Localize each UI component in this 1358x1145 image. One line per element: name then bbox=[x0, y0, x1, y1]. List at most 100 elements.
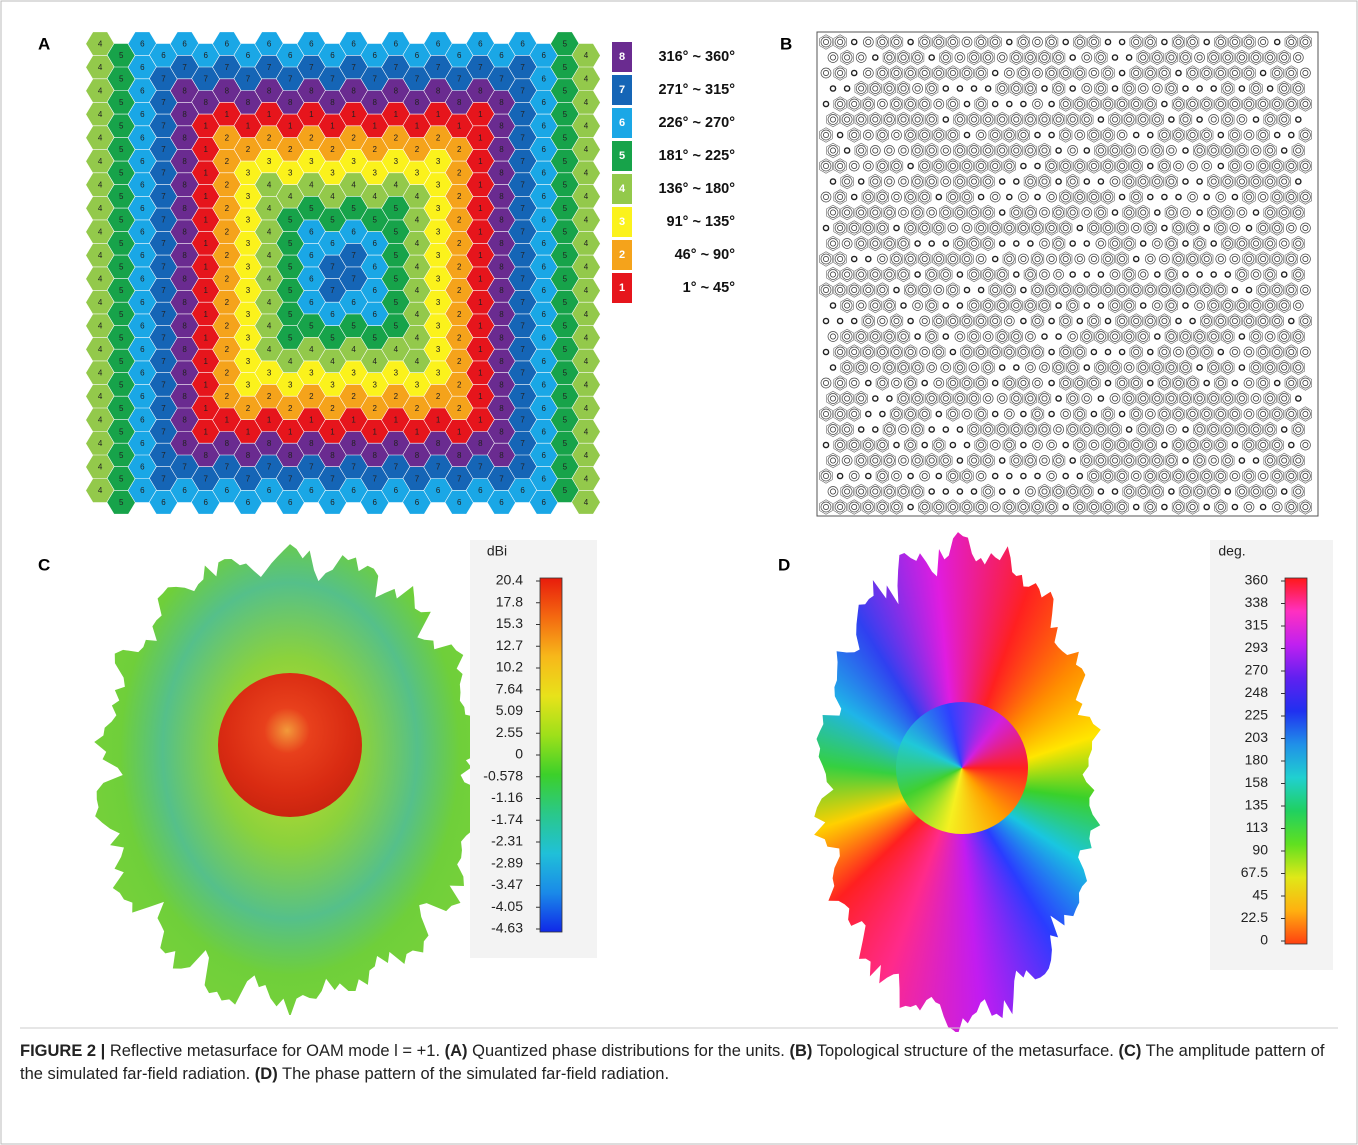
cell-level: 2 bbox=[225, 345, 230, 354]
cell-level: 3 bbox=[267, 157, 272, 166]
cell-level: 4 bbox=[584, 498, 589, 507]
legend-level: 5 bbox=[619, 150, 625, 162]
cell-level: 7 bbox=[520, 227, 525, 236]
cell-level: 5 bbox=[309, 204, 314, 213]
colorbar-label: 0 bbox=[515, 746, 523, 762]
cell-level: 4 bbox=[415, 357, 420, 366]
cell-level: 5 bbox=[563, 251, 568, 260]
cell-level: 3 bbox=[415, 169, 420, 178]
cell-level: 6 bbox=[140, 251, 145, 260]
cell-level: 3 bbox=[372, 380, 377, 389]
cell-level: 5 bbox=[563, 39, 568, 48]
cell-level: 5 bbox=[309, 322, 314, 331]
panel-label: A bbox=[38, 34, 50, 53]
cell-level: 8 bbox=[182, 392, 187, 401]
cell-level: 1 bbox=[225, 110, 230, 119]
cell-level: 8 bbox=[182, 251, 187, 260]
cell-level: 3 bbox=[246, 216, 251, 225]
cell-level: 8 bbox=[351, 439, 356, 448]
cell-level: 6 bbox=[394, 39, 399, 48]
cell-level: 5 bbox=[288, 333, 293, 342]
cell-level: 7 bbox=[182, 63, 187, 72]
cell-level: 1 bbox=[330, 427, 335, 436]
cell-level: 6 bbox=[478, 39, 483, 48]
cell-level: 5 bbox=[119, 239, 124, 248]
colorbar-label: 225 bbox=[1245, 707, 1269, 723]
cell-level: 7 bbox=[161, 474, 166, 483]
cell-level: 4 bbox=[267, 322, 272, 331]
cell-level: 5 bbox=[563, 345, 568, 354]
cell-level: 5 bbox=[394, 298, 399, 307]
colorbar-label: 270 bbox=[1245, 662, 1269, 678]
cell-level: 8 bbox=[182, 298, 187, 307]
cell-level: 3 bbox=[436, 369, 441, 378]
panel-label: D bbox=[778, 555, 790, 574]
colorbar-label: 12.7 bbox=[496, 637, 523, 653]
colorbar-unit: deg. bbox=[1218, 543, 1245, 559]
caption-label: FIGURE 2 | bbox=[20, 1042, 105, 1060]
cell-level: 3 bbox=[246, 192, 251, 201]
cell-level: 1 bbox=[415, 122, 420, 131]
cell-level: 6 bbox=[309, 298, 314, 307]
cell-level: 3 bbox=[246, 239, 251, 248]
cell-level: 8 bbox=[499, 263, 504, 272]
caption-tag: (B) bbox=[790, 1042, 813, 1060]
cell-level: 6 bbox=[394, 486, 399, 495]
cell-level: 6 bbox=[140, 486, 145, 495]
cell-level: 6 bbox=[499, 498, 504, 507]
cell-level: 8 bbox=[182, 322, 187, 331]
cell-level: 8 bbox=[436, 86, 441, 95]
cell-level: 6 bbox=[309, 486, 314, 495]
colorbar-label: 22.5 bbox=[1241, 909, 1268, 925]
cell-level: 6 bbox=[457, 51, 462, 60]
cell-level: 5 bbox=[563, 227, 568, 236]
legend-range: 271° ~ 315° bbox=[658, 82, 735, 98]
cell-level: 6 bbox=[351, 39, 356, 48]
cell-level: 1 bbox=[478, 157, 483, 166]
legend-range: 1° ~ 45° bbox=[683, 280, 736, 296]
cell-level: 8 bbox=[372, 451, 377, 460]
cell-level: 1 bbox=[203, 263, 208, 272]
cell-level: 6 bbox=[288, 51, 293, 60]
cell-level: 6 bbox=[309, 39, 314, 48]
cell-level: 8 bbox=[182, 369, 187, 378]
cell-level: 7 bbox=[520, 157, 525, 166]
cell-level: 7 bbox=[394, 63, 399, 72]
cell-level: 4 bbox=[267, 227, 272, 236]
cell-level: 7 bbox=[161, 380, 166, 389]
cell-level: 5 bbox=[288, 263, 293, 272]
cell-level: 6 bbox=[330, 239, 335, 248]
colorbar-label: -4.63 bbox=[491, 920, 523, 936]
cell-level: 3 bbox=[309, 157, 314, 166]
colorbar-label: -1.74 bbox=[491, 811, 523, 827]
cell-level: 5 bbox=[372, 333, 377, 342]
cell-level: 5 bbox=[288, 216, 293, 225]
panel-c: dBi20.417.815.312.710.27.645.092.550-0.5… bbox=[470, 540, 597, 958]
cell-level: 1 bbox=[309, 416, 314, 425]
cell-level: 7 bbox=[161, 263, 166, 272]
colorbar-label: 248 bbox=[1245, 684, 1269, 700]
cell-level: 8 bbox=[246, 98, 251, 107]
cell-level: 4 bbox=[267, 180, 272, 189]
cell-level: 6 bbox=[372, 263, 377, 272]
cell-level: 4 bbox=[584, 310, 589, 319]
cell-level: 1 bbox=[225, 416, 230, 425]
cell-level: 2 bbox=[351, 392, 356, 401]
cell-level: 3 bbox=[309, 369, 314, 378]
cell-level: 5 bbox=[119, 216, 124, 225]
cell-level: 1 bbox=[203, 169, 208, 178]
cell-level: 5 bbox=[563, 204, 568, 213]
cell-level: 1 bbox=[203, 380, 208, 389]
cell-level: 8 bbox=[394, 86, 399, 95]
cell-level: 4 bbox=[98, 133, 103, 142]
cell-level: 5 bbox=[119, 333, 124, 342]
cell-level: 5 bbox=[119, 427, 124, 436]
cell-level: 4 bbox=[415, 310, 420, 319]
cell-level: 8 bbox=[394, 439, 399, 448]
cell-level: 4 bbox=[584, 75, 589, 84]
cell-level: 1 bbox=[478, 345, 483, 354]
cell-level: 7 bbox=[351, 274, 356, 283]
cell-level: 7 bbox=[182, 463, 187, 472]
cell-level: 1 bbox=[203, 333, 208, 342]
cell-level: 6 bbox=[140, 227, 145, 236]
